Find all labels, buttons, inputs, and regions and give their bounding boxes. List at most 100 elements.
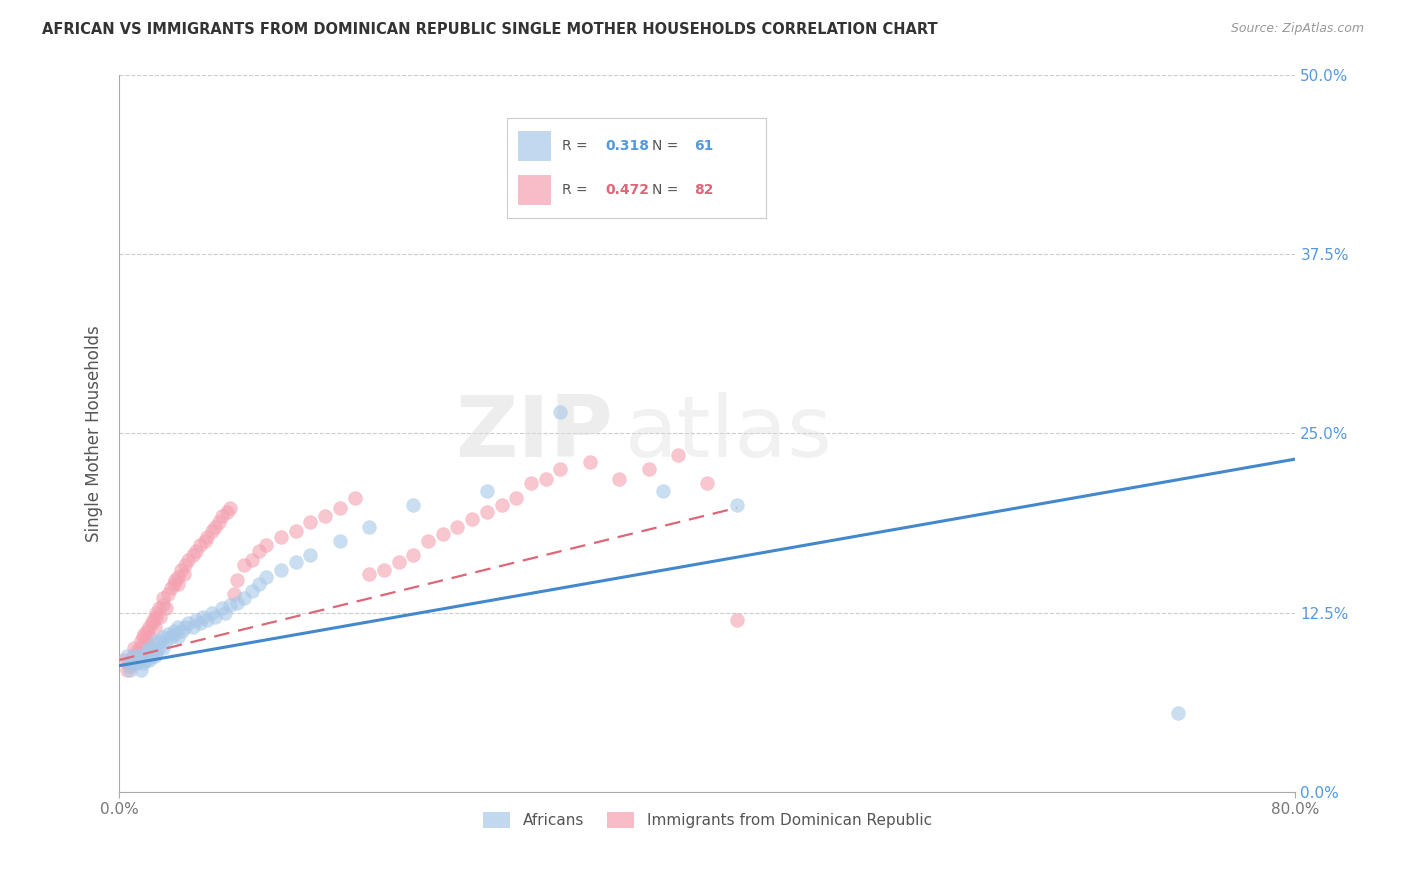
Point	[359, 519, 381, 533]
Point	[652, 483, 675, 498]
Point	[174, 558, 197, 573]
Point	[115, 648, 138, 663]
Point	[388, 555, 411, 569]
Point	[343, 491, 366, 505]
Point	[141, 648, 163, 663]
Point	[222, 587, 245, 601]
Point	[148, 601, 170, 615]
Point	[314, 509, 336, 524]
Point	[159, 630, 181, 644]
Point	[475, 505, 498, 519]
Point	[170, 563, 193, 577]
Point	[181, 620, 204, 634]
Point	[188, 538, 211, 552]
Point	[475, 483, 498, 498]
Point	[197, 530, 219, 544]
Point	[193, 533, 215, 548]
Point	[131, 653, 153, 667]
Point	[208, 515, 231, 529]
Text: ZIP: ZIP	[456, 392, 613, 475]
Point	[550, 462, 572, 476]
Point	[204, 610, 226, 624]
Point	[112, 653, 135, 667]
Point	[214, 606, 236, 620]
Point	[152, 641, 174, 656]
Point	[578, 455, 600, 469]
Point	[152, 591, 174, 606]
Point	[174, 620, 197, 634]
Point	[131, 634, 153, 648]
Point	[191, 610, 214, 624]
Point	[145, 610, 167, 624]
Point	[165, 627, 187, 641]
Point	[138, 620, 160, 634]
Point	[167, 630, 190, 644]
Point	[254, 570, 277, 584]
Point	[446, 519, 468, 533]
Point	[155, 601, 177, 615]
Point	[218, 500, 240, 515]
Point	[181, 548, 204, 562]
Point	[534, 472, 557, 486]
Point	[1167, 706, 1189, 720]
Point	[131, 663, 153, 677]
Point	[215, 505, 238, 519]
Point	[148, 641, 170, 656]
Point	[122, 656, 145, 670]
Point	[299, 548, 322, 562]
Point	[134, 627, 156, 641]
Point	[240, 584, 263, 599]
Point	[402, 498, 425, 512]
Point	[131, 648, 153, 663]
Legend: Africans, Immigrants from Dominican Republic: Africans, Immigrants from Dominican Repu…	[477, 806, 938, 835]
Point	[145, 644, 167, 658]
Point	[402, 548, 425, 562]
Point	[696, 476, 718, 491]
Point	[128, 641, 150, 656]
Point	[491, 498, 513, 512]
Point	[173, 566, 195, 581]
Point	[247, 544, 270, 558]
Point	[163, 577, 186, 591]
Point	[165, 573, 187, 587]
Point	[125, 644, 148, 658]
Point	[177, 615, 200, 630]
Point	[284, 555, 307, 569]
Point	[188, 615, 211, 630]
Point	[329, 533, 352, 548]
Point	[136, 644, 159, 658]
Point	[156, 587, 179, 601]
Point	[177, 552, 200, 566]
Point	[607, 472, 630, 486]
Point	[141, 615, 163, 630]
Point	[201, 606, 224, 620]
Point	[233, 558, 256, 573]
Point	[637, 462, 659, 476]
Point	[416, 533, 439, 548]
Point	[143, 620, 166, 634]
Point	[373, 563, 395, 577]
Point	[145, 606, 167, 620]
Point	[134, 648, 156, 663]
Point	[149, 634, 172, 648]
Point	[284, 524, 307, 538]
Point	[270, 563, 292, 577]
Point	[184, 544, 207, 558]
Point	[204, 519, 226, 533]
Point	[136, 624, 159, 639]
Point	[211, 601, 233, 615]
Point	[155, 634, 177, 648]
Point	[247, 577, 270, 591]
Point	[152, 630, 174, 644]
Point	[725, 613, 748, 627]
Point	[127, 648, 149, 663]
Y-axis label: Single Mother Households: Single Mother Households	[86, 325, 103, 541]
Point	[135, 634, 157, 648]
Point	[127, 648, 149, 663]
Point	[270, 530, 292, 544]
Point	[156, 627, 179, 641]
Point	[299, 515, 322, 529]
Point	[118, 663, 141, 677]
Text: atlas: atlas	[626, 392, 832, 475]
Text: Source: ZipAtlas.com: Source: ZipAtlas.com	[1230, 22, 1364, 36]
